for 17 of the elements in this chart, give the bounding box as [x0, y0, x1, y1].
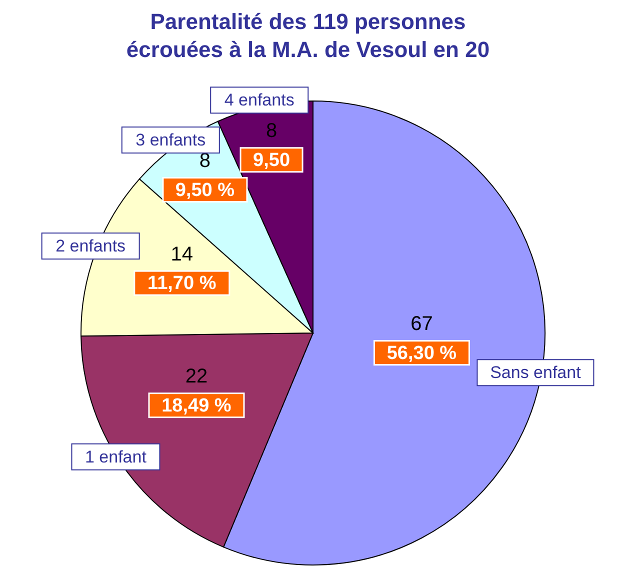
chart-subtitle: écrouées à la M.A. de Vesoul en 20 — [125, 36, 491, 64]
slice-label: Sans enfant — [490, 363, 582, 382]
slice-label: 2 enfants — [56, 236, 126, 256]
text: 9,50 — [253, 150, 290, 171]
data-label: 8 — [266, 120, 278, 142]
data-label: 22 — [185, 366, 208, 388]
text: 18,49 % — [162, 395, 232, 416]
data-label: 8 — [199, 150, 211, 172]
data-label: 67 — [410, 313, 433, 336]
chart-title: Parentalité des 119 personnes — [149, 8, 467, 36]
slice-label: 1 enfant — [85, 447, 147, 466]
text: 9,50 % — [175, 180, 235, 201]
slice-label: 4 enfants — [224, 90, 294, 110]
text: 56,30 % — [386, 342, 457, 364]
data-label: 14 — [170, 243, 194, 266]
text: 11,70 % — [148, 273, 216, 294]
slice-label: 3 enfants — [136, 130, 206, 150]
